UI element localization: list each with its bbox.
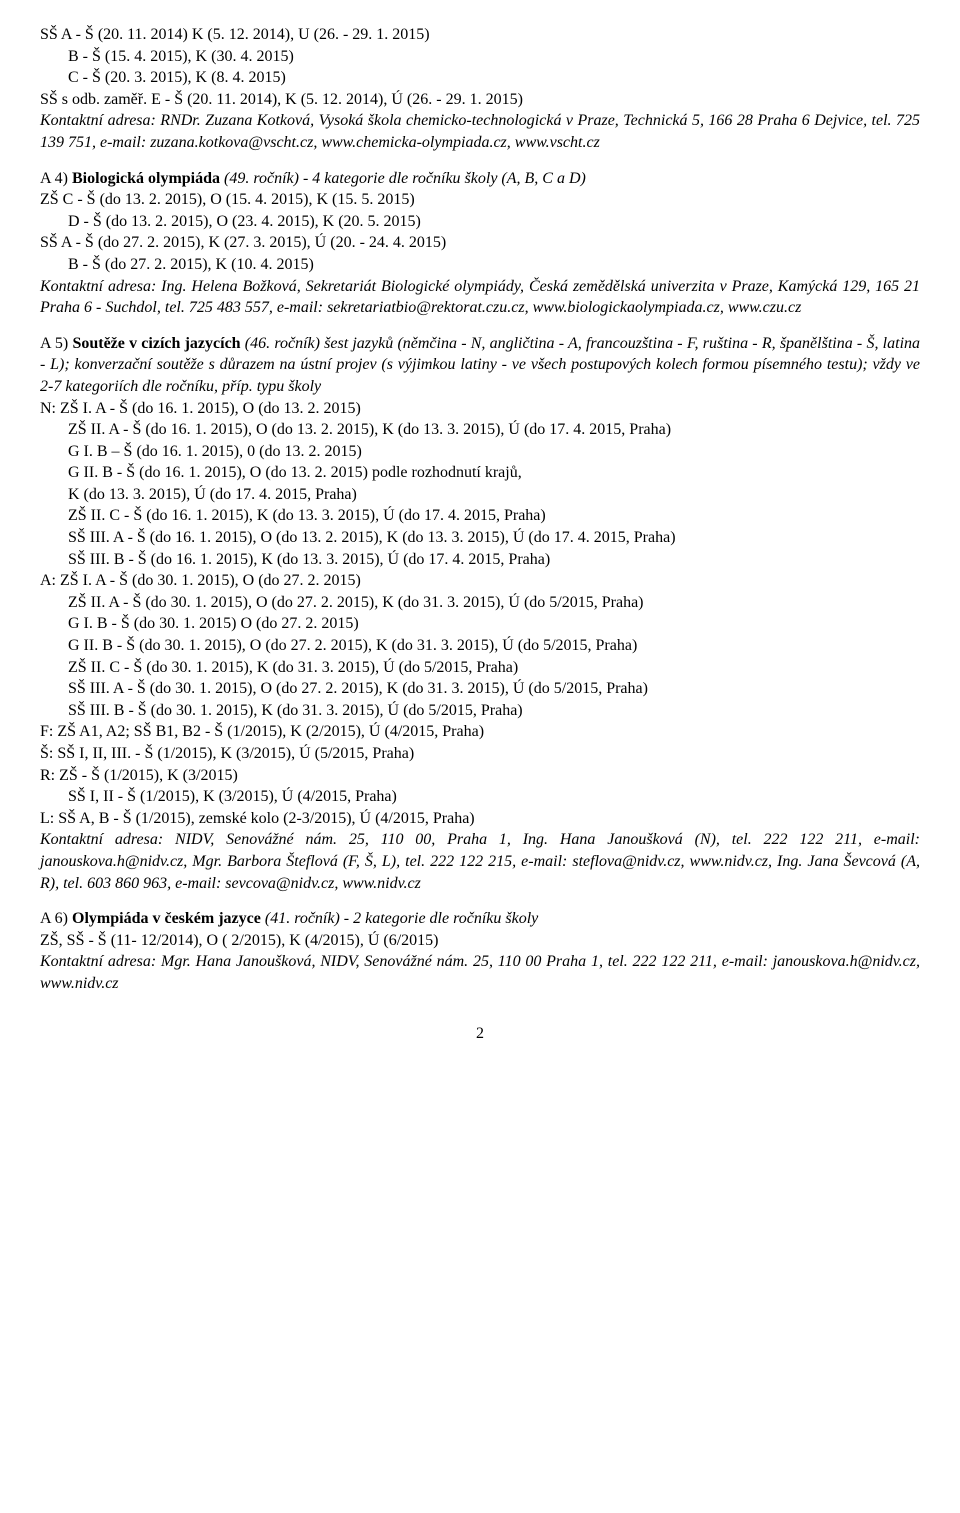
line: A: ZŠ I. A - Š (do 30. 1. 2015), O (do 2… xyxy=(40,570,920,592)
heading-prefix: A 6) xyxy=(40,910,72,927)
heading-title: Olympiáda v českém jazyce xyxy=(72,910,261,927)
section-6: A 6) Olympiáda v českém jazyce (41. ročn… xyxy=(40,908,920,994)
section-5: A 5) Soutěže v cizích jazycích (46. ročn… xyxy=(40,333,920,894)
line: SŠ A - Š (20. 11. 2014) K (5. 12. 2014),… xyxy=(40,24,920,46)
line: K (do 13. 3. 2015), Ú (do 17. 4. 2015, P… xyxy=(68,484,920,506)
line: Š: SŠ I, II, III. - Š (1/2015), K (3/201… xyxy=(40,743,920,765)
line: ZŠ, SŠ - Š (11- 12/2014), O ( 2/2015), K… xyxy=(40,930,920,952)
contact-address: Kontaktní adresa: Ing. Helena Božková, S… xyxy=(40,276,920,319)
line: SŠ I, II - Š (1/2015), K (3/2015), Ú (4/… xyxy=(68,786,920,808)
line: ZŠ II. C - Š (do 16. 1. 2015), K (do 13.… xyxy=(68,505,920,527)
contact-address: Kontaktní adresa: Mgr. Hana Janoušková, … xyxy=(40,951,920,994)
line: G II. B - Š (do 16. 1. 2015), O (do 13. … xyxy=(68,462,920,484)
section-heading: A 6) Olympiáda v českém jazyce (41. ročn… xyxy=(40,908,920,930)
line: L: SŠ A, B - Š (1/2015), zemské kolo (2-… xyxy=(40,808,920,830)
line: SŠ A - Š (do 27. 2. 2015), K (27. 3. 201… xyxy=(40,232,920,254)
line: SŠ s odb. zaměř. E - Š (20. 11. 2014), K… xyxy=(40,89,920,111)
contact-address: Kontaktní adresa: RNDr. Zuzana Kotková, … xyxy=(40,110,920,153)
line: F: ZŠ A1, A2; SŠ B1, B2 - Š (1/2015), K … xyxy=(40,721,920,743)
line: G II. B - Š (do 30. 1. 2015), O (do 27. … xyxy=(68,635,920,657)
section-top: SŠ A - Š (20. 11. 2014) K (5. 12. 2014),… xyxy=(40,24,920,154)
line: G I. B – Š (do 16. 1. 2015), 0 (do 13. 2… xyxy=(68,441,920,463)
line: SŠ III. A - Š (do 16. 1. 2015), O (do 13… xyxy=(68,527,920,549)
heading-detail: (41. ročník) - 2 kategorie dle ročníku š… xyxy=(261,910,538,927)
line: SŠ III. B - Š (do 16. 1. 2015), K (do 13… xyxy=(68,549,920,571)
line: B - Š (do 27. 2. 2015), K (10. 4. 2015) xyxy=(68,254,920,276)
line: ZŠ C - Š (do 13. 2. 2015), O (15. 4. 201… xyxy=(40,189,920,211)
line: R: ZŠ - Š (1/2015), K (3/2015) xyxy=(40,765,920,787)
section-heading: A 5) Soutěže v cizích jazycích (46. ročn… xyxy=(40,333,920,398)
line: ZŠ II. C - Š (do 30. 1. 2015), K (do 31.… xyxy=(68,657,920,679)
heading-title: Soutěže v cizích jazycích xyxy=(72,335,240,352)
line: C - Š (20. 3. 2015), K (8. 4. 2015) xyxy=(68,67,920,89)
heading-prefix: A 5) xyxy=(40,335,72,352)
line: SŠ III. B - Š (do 30. 1. 2015), K (do 31… xyxy=(68,700,920,722)
heading-prefix: A 4) xyxy=(40,170,72,187)
line: SŠ III. A - Š (do 30. 1. 2015), O (do 27… xyxy=(68,678,920,700)
line: D - Š (do 13. 2. 2015), O (23. 4. 2015),… xyxy=(68,211,920,233)
line: N: ZŠ I. A - Š (do 16. 1. 2015), O (do 1… xyxy=(40,398,920,420)
line: ZŠ II. A - Š (do 30. 1. 2015), O (do 27.… xyxy=(68,592,920,614)
contact-address: Kontaktní adresa: NIDV, Senovážné nám. 2… xyxy=(40,829,920,894)
line: B - Š (15. 4. 2015), K (30. 4. 2015) xyxy=(68,46,920,68)
section-4: A 4) Biologická olympiáda (49. ročník) -… xyxy=(40,168,920,319)
page-number: 2 xyxy=(40,1023,920,1045)
line: ZŠ II. A - Š (do 16. 1. 2015), O (do 13.… xyxy=(68,419,920,441)
line: G I. B - Š (do 30. 1. 2015) O (do 27. 2.… xyxy=(68,613,920,635)
heading-detail: (49. ročník) - 4 kategorie dle ročníku š… xyxy=(220,170,586,187)
section-heading: A 4) Biologická olympiáda (49. ročník) -… xyxy=(40,168,920,190)
heading-title: Biologická olympiáda xyxy=(72,170,220,187)
